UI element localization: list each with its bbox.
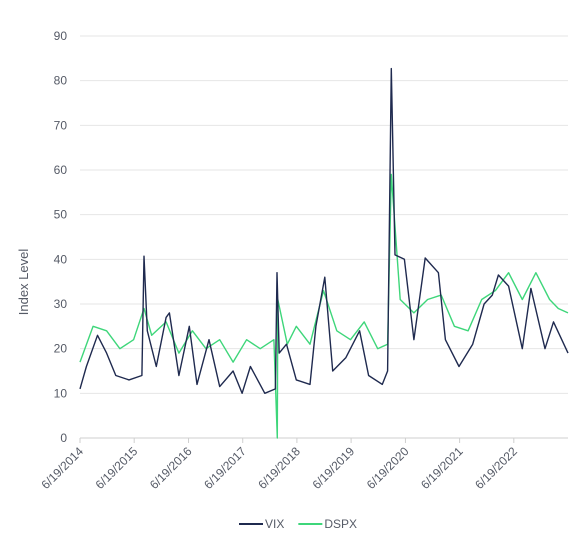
y-tick-label: 0 [60,431,67,445]
y-tick-label: 10 [54,386,68,400]
gridlines [80,35,568,394]
y-tick-label: 70 [54,118,68,132]
y-axis-title: Index Level [16,249,31,316]
x-axis: 6/19/2014 6/19/2015 6/19/2016 6/19/2017 6/19… [38,437,568,492]
x-tick-label: 6/19/2017 [201,444,249,492]
x-tick-label: 6/19/2014 [38,444,86,492]
y-tick-label: 40 [54,252,68,266]
legend: VIX DSPX [239,517,357,531]
x-tick-label: 6/19/2021 [418,444,466,492]
x-tick-label: 6/19/2019 [310,444,358,492]
series-line-dspx [79,173,569,439]
legend-label-vix: VIX [265,517,284,531]
x-tick-label: 6/19/2018 [255,444,303,492]
y-tick-label: 60 [54,163,68,177]
y-tick-labels: 0 10 20 30 40 50 60 70 80 90 [54,29,68,445]
y-tick-label: 50 [54,208,68,222]
y-tick-label: 80 [54,74,68,88]
y-tick-label: 90 [54,29,68,43]
legend-label-dspx: DSPX [324,517,357,531]
series-lines [79,67,569,439]
x-tick-label: 6/19/2020 [364,444,412,492]
series-line-vix [79,67,569,394]
y-tick-label: 20 [54,342,68,356]
x-tick-label: 6/19/2015 [93,444,141,492]
x-tick-label: 6/19/2022 [472,444,520,492]
y-tick-label: 30 [54,297,68,311]
x-tick-label: 6/19/2016 [147,444,195,492]
